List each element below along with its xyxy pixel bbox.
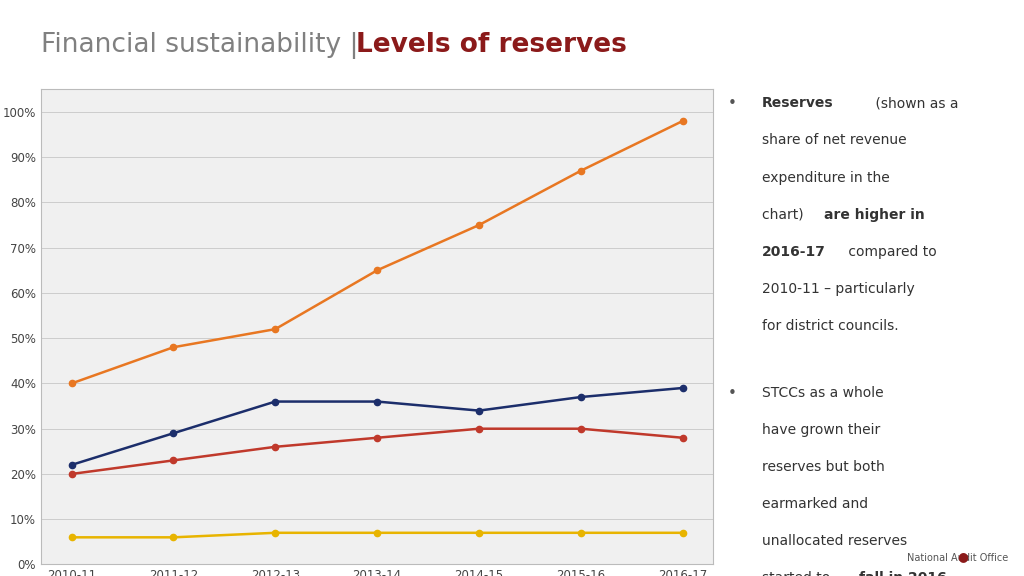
Text: share of net revenue: share of net revenue — [762, 134, 906, 147]
Text: fall in 2016-: fall in 2016- — [859, 571, 952, 576]
Text: earmarked and: earmarked and — [762, 497, 868, 511]
Text: for district councils.: for district councils. — [762, 319, 899, 333]
Text: chart): chart) — [762, 207, 808, 222]
Text: Levels of reserves: Levels of reserves — [356, 32, 628, 58]
Text: have grown their: have grown their — [762, 423, 881, 437]
Text: STCCs as a whole: STCCs as a whole — [762, 385, 884, 400]
Text: Reserves: Reserves — [762, 96, 834, 111]
Text: •: • — [728, 96, 736, 111]
Text: Financial sustainability |: Financial sustainability | — [41, 32, 367, 59]
Text: compared to: compared to — [844, 245, 936, 259]
Text: reserves but both: reserves but both — [762, 460, 885, 473]
Text: (shown as a: (shown as a — [870, 96, 958, 111]
Text: unallocated reserves: unallocated reserves — [762, 534, 907, 548]
Text: are higher in: are higher in — [823, 207, 925, 222]
Text: National Audit Office: National Audit Office — [907, 554, 1009, 563]
Text: 2010-11 – particularly: 2010-11 – particularly — [762, 282, 914, 295]
Text: ●: ● — [956, 550, 968, 563]
Text: •: • — [728, 385, 736, 400]
Text: 2016-17: 2016-17 — [762, 245, 826, 259]
Text: expenditure in the: expenditure in the — [762, 170, 890, 184]
Text: started to: started to — [762, 571, 835, 576]
